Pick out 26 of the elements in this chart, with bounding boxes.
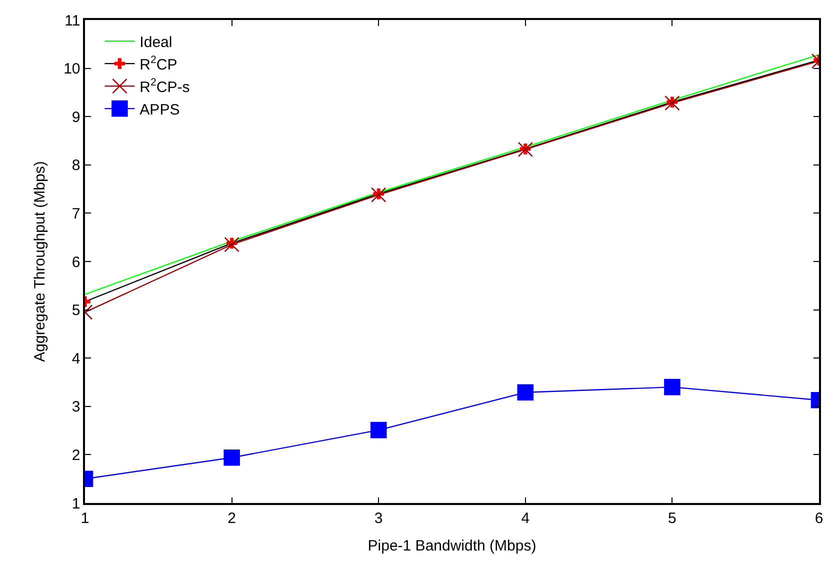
point bbox=[370, 187, 386, 202]
y-tick-label: 6 bbox=[72, 254, 80, 271]
x-tick-label: 6 bbox=[814, 510, 824, 527]
y-tick-label: 7 bbox=[72, 205, 80, 222]
x-tick-label: 5 bbox=[668, 510, 676, 527]
y-tick-label: 2 bbox=[72, 446, 80, 464]
point bbox=[370, 422, 387, 438]
y-tick-label: 8 bbox=[72, 157, 80, 174]
y-tick-label: 11 bbox=[64, 12, 80, 30]
x-tick-label: 4 bbox=[521, 510, 530, 527]
x-axis-title: Pipe-1 Bandwidth (Mbps) bbox=[368, 537, 536, 554]
legend-label: R$^{2}$CP bbox=[140, 54, 178, 74]
legend-label: APPS bbox=[140, 101, 180, 118]
y-tick-label: 1 bbox=[72, 495, 80, 512]
x-tick-label: 2 bbox=[228, 510, 236, 527]
point bbox=[518, 142, 534, 158]
x-tick-label: 3 bbox=[374, 510, 383, 527]
y-axis-title: Aggregate Throughput (Mbps) bbox=[31, 161, 48, 362]
point bbox=[517, 384, 534, 401]
legend-label: Ideal bbox=[140, 34, 172, 51]
y-tick-label: 3 bbox=[72, 398, 80, 416]
y-tick-label: 4 bbox=[72, 350, 80, 368]
legend-label: R$^{2}$CP-s bbox=[140, 76, 190, 96]
y-tick-label: 9 bbox=[72, 108, 80, 126]
y-tick-label: 5 bbox=[72, 302, 80, 320]
y-tick-label: 10 bbox=[64, 60, 80, 78]
